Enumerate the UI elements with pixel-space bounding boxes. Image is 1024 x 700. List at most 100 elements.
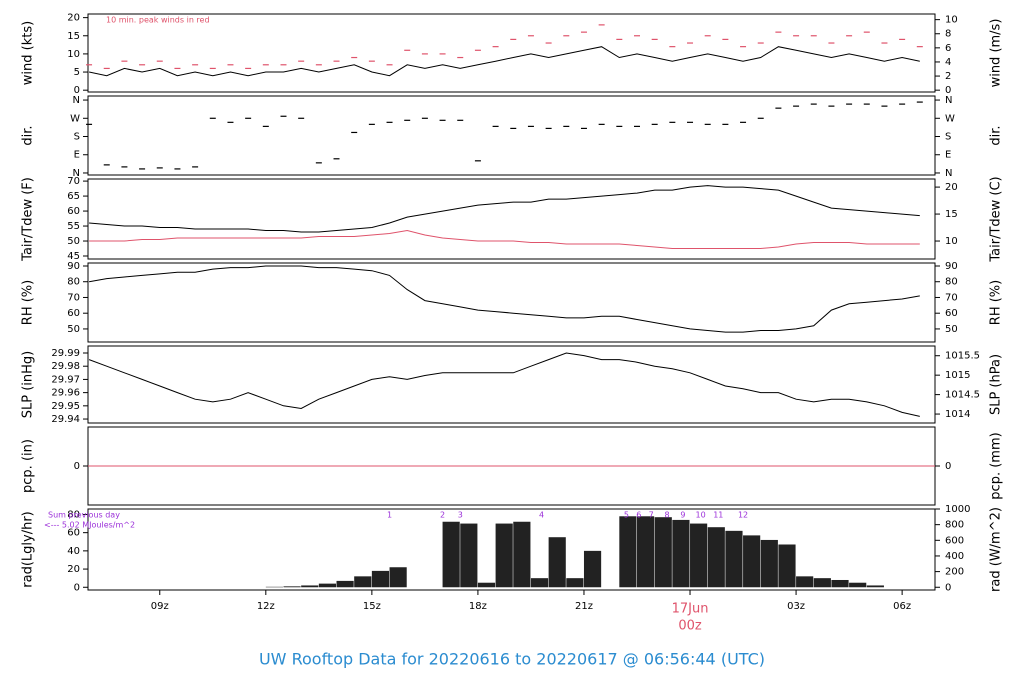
y-tick-label: 10 [67,49,80,60]
rad-bar [813,578,831,588]
y-tick-label: 45 [67,251,80,262]
x-tick-label: 12z [257,601,275,612]
y-tick-label: N [73,168,80,179]
y2-tick-label: E [945,150,951,161]
rad-bar [389,567,407,588]
rad-bar [354,576,372,588]
x-tick-label: 00z [678,619,702,634]
y-tick-label: 70 [67,176,80,187]
y2-tick-label: 80 [945,277,958,288]
y2-tick-label: 0 [945,582,951,593]
y2-tick-label: 6 [945,43,951,54]
hour-marker: 2 [440,511,445,520]
y2-axis-label: pcp. (mm) [989,432,1004,499]
y2-tick-label: 600 [945,535,964,546]
y2-tick-label: 10 [945,15,958,26]
y2-tick-label: 1015 [945,370,970,381]
rad-bar [725,530,743,588]
rad-bar [849,582,867,588]
y2-axis-label: Tair/Tdew (C) [989,176,1004,262]
rad-bar [283,586,301,588]
rad-bar [477,582,496,588]
hour-marker: 3 [458,511,463,520]
y2-tick-label: 800 [945,520,964,531]
y2-tick-label: 8 [945,29,951,40]
y-tick-label: 29.97 [51,374,80,385]
y2-tick-label: 70 [945,292,958,303]
y-tick-label: 0 [74,85,80,96]
y2-tick-label: 200 [945,567,964,578]
hour-marker: 9 [680,511,685,520]
y-axis-label: rad(Lgly/hr) [21,511,36,587]
rad-bar [566,578,584,588]
rad-bar [796,576,814,588]
rad-bar [530,578,549,588]
y-axis-label: RH (%) [21,280,36,325]
data-line [88,46,920,77]
hour-marker: 10 [696,511,706,520]
rad-bar [318,583,337,588]
y-tick-label: 80 [67,509,80,520]
annotation: <--- 5.02 MJoules/m^2 [44,521,135,530]
x-date-label: 17Jun [672,602,709,617]
y-tick-label: 55 [67,221,80,232]
y2-axis-label: wind (m/s) [989,19,1004,88]
hour-marker: 6 [636,511,641,520]
y2-tick-label: 4 [945,57,951,68]
hour-marker: 5 [624,511,629,520]
rad-bar [513,521,531,588]
x-tick-label: 21z [575,601,593,612]
y-tick-label: 60 [67,528,80,539]
y-tick-label: 20 [67,564,80,575]
x-tick-label: 18z [469,601,487,612]
hour-marker: 8 [664,511,669,520]
y-tick-label: 60 [67,308,80,319]
rad-bar [583,550,602,588]
y-tick-label: 50 [67,236,80,247]
rad-bar [831,579,849,588]
data-line [88,352,920,417]
y-axis-label: dir. [21,125,36,145]
data-line [89,229,920,249]
data-line [89,265,920,333]
rad-bar [760,539,778,588]
panel-frame [87,508,936,591]
y-tick-label: E [74,150,80,161]
rad-bar [619,516,637,588]
y2-axis-label: SLP (hPa) [989,354,1004,415]
y2-axis-label: RH (%) [989,280,1004,325]
rad-bar [301,585,319,588]
y2-axis-label: rad (W/m^2) [989,507,1004,592]
y-tick-label: S [74,132,80,143]
rad-bar [442,521,460,588]
data-line [89,185,920,233]
y-axis-label: SLP (inHg) [21,351,36,419]
x-tick-label: 09z [151,601,169,612]
panel-frame [87,95,936,176]
hour-marker: 1 [387,511,392,520]
y2-tick-label: 20 [945,182,958,193]
y2-axis-label: dir. [989,125,1004,145]
y2-tick-label: 2 [945,71,951,82]
y2-tick-label: 0 [945,85,951,96]
y-tick-label: 60 [67,206,80,217]
rad-bar [654,517,672,588]
hour-marker: 12 [738,511,748,520]
rad-bar [636,516,655,588]
panel-frame [87,345,936,424]
y2-tick-label: 1014.5 [945,390,980,401]
rad-bar [371,570,390,588]
rad-bar [743,535,761,588]
y2-tick-label: W [945,113,955,124]
rad-bar [336,580,354,588]
y-tick-label: 40 [67,546,80,557]
y-tick-label: 29.94 [51,414,80,425]
y-tick-label: 5 [74,67,80,78]
hour-marker: 11 [713,511,723,520]
y-tick-label: 15 [67,31,80,42]
panel-frame [87,262,936,343]
y-tick-label: 90 [67,261,80,272]
y2-tick-label: 50 [945,324,958,335]
panel-frame [87,13,936,93]
